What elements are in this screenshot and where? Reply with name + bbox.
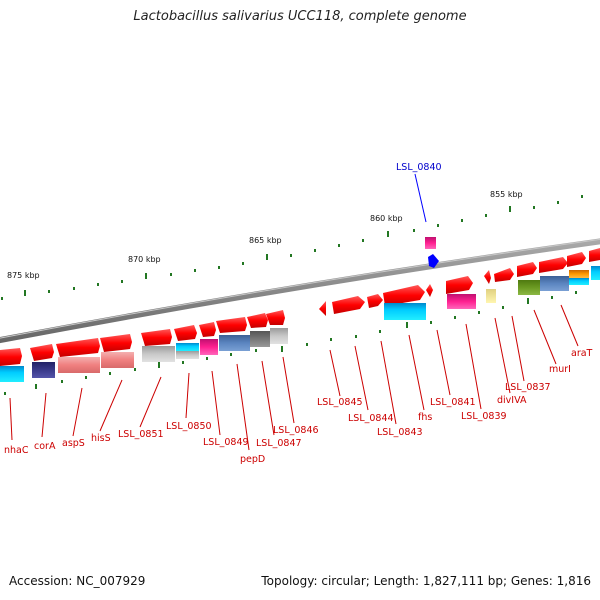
label-leader-lines bbox=[9, 304, 579, 451]
gene-lsl0840-arrow bbox=[428, 254, 439, 268]
gene-label-lsl0850[interactable]: LSL_0850 bbox=[166, 421, 212, 432]
gene-label-lsl0844[interactable]: LSL_0844 bbox=[348, 413, 394, 424]
gene-label-lsl0839[interactable]: LSL_0839 bbox=[461, 411, 507, 422]
gene-label-diviva[interactable]: divIVA bbox=[497, 395, 527, 406]
kbp-label-875: 875 kbp bbox=[7, 271, 40, 280]
kbp-label-860: 860 kbp bbox=[370, 214, 403, 223]
kbp-label-870: 870 kbp bbox=[128, 255, 161, 264]
gene-label-cora[interactable]: corA bbox=[34, 441, 56, 452]
gene-label-lsl0843[interactable]: LSL_0843 bbox=[377, 427, 423, 438]
gene-label-hiss[interactable]: hisS bbox=[91, 433, 111, 444]
gene-label-asps[interactable]: aspS bbox=[62, 438, 85, 449]
reverse-strand-genes bbox=[0, 310, 288, 382]
gene-label-arat[interactable]: araT bbox=[571, 348, 593, 359]
gene-labels: nhaC corA aspS hisS LSL_0851 LSL_0850 LS… bbox=[4, 162, 593, 465]
gene-label-pepd[interactable]: pepD bbox=[240, 454, 265, 465]
gene-label-muri[interactable]: murI bbox=[549, 364, 571, 375]
gene-label-lsl0845[interactable]: LSL_0845 bbox=[317, 397, 363, 408]
gene-label-fhs[interactable]: fhs bbox=[418, 412, 432, 423]
gene-label-lsl0847[interactable]: LSL_0847 bbox=[256, 438, 302, 449]
gene-label-nhac[interactable]: nhaC bbox=[4, 445, 29, 456]
kbp-label-855: 855 kbp bbox=[490, 190, 523, 199]
gene-label-lsl0837[interactable]: LSL_0837 bbox=[505, 382, 551, 393]
genome-backbone bbox=[0, 238, 600, 344]
gene-tick-marks bbox=[4, 291, 577, 395]
gene-label-lsl0841[interactable]: LSL_0841 bbox=[430, 397, 476, 408]
gene-label-lsl0846[interactable]: LSL_0846 bbox=[273, 425, 319, 436]
topology-text: Topology: circular; Length: 1,827,111 bp… bbox=[261, 574, 591, 588]
gene-label-lsl0849[interactable]: LSL_0849 bbox=[203, 437, 249, 448]
forward-strand-genes bbox=[319, 237, 600, 320]
kbp-label-865: 865 kbp bbox=[249, 236, 282, 245]
kbp-tick-marks bbox=[1, 195, 583, 300]
gene-label-lsl0840-highlight[interactable]: LSL_0840 bbox=[396, 162, 442, 173]
accession-text: Accession: NC_007929 bbox=[9, 574, 146, 588]
map-title: Lactobacillus salivarius UCC118, complet… bbox=[133, 9, 467, 24]
gene-label-lsl0851[interactable]: LSL_0851 bbox=[118, 429, 164, 440]
highlight-leader-line bbox=[414, 173, 427, 223]
gene-lsl0840-box bbox=[425, 237, 436, 249]
